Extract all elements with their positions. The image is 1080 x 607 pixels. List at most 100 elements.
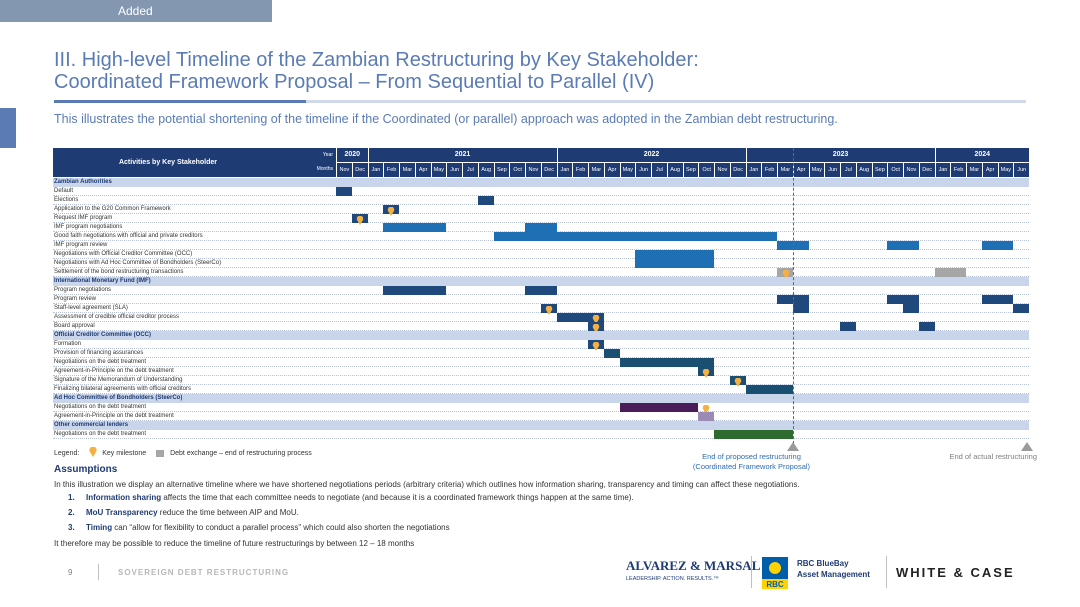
row-label: Agreement-in-Principle on the debt treat…: [54, 413, 174, 419]
legend-debt-exchange-swatch: [156, 449, 165, 457]
timeline-bar: [840, 322, 856, 331]
month-header: Sep: [493, 163, 510, 177]
month-header: Apr: [414, 163, 431, 177]
legend-debt-exchange-text: Debt exchange – end of restructuring pro…: [170, 449, 312, 457]
page-number: 9: [68, 568, 73, 577]
white-case-logo: WHITE & CASE: [896, 565, 1015, 580]
year-header: 2024: [934, 148, 1029, 162]
timeline-bar: [383, 286, 447, 295]
month-header: Feb: [950, 163, 966, 177]
month-header: Jul: [651, 163, 667, 177]
logo-divider: [886, 556, 887, 588]
timeline-bar: [336, 187, 352, 196]
rbc-mark: RBC: [766, 580, 784, 589]
month-header: Jan: [745, 163, 762, 177]
month-header: Jan: [934, 163, 951, 177]
activity-row: Assessment of credible official creditor…: [53, 311, 1029, 324]
added-tab: Added: [0, 0, 272, 22]
end-proposed-label: End of proposed restructuring (Coordinat…: [664, 452, 839, 472]
row-label: Default: [54, 188, 74, 194]
month-header: Aug: [477, 163, 494, 177]
section-header: Official Creditor Committee (OCC): [53, 331, 1029, 340]
month-header: Jun: [446, 163, 462, 177]
section-header: Ad Hoc Committee of Bondholders (SteerCo…: [53, 394, 1029, 403]
end-proposed-line-2: (Coordinated Framework Proposal): [692, 462, 811, 471]
activity-row: IMF program negotiations: [53, 223, 1029, 232]
timeline-bar: [477, 196, 494, 205]
timeline-bar: [698, 412, 714, 421]
row-label: Program negotiations: [54, 287, 112, 293]
month-header: Jan: [556, 163, 573, 177]
row-label: Elections: [54, 197, 79, 203]
milestone-icon: [387, 203, 395, 216]
month-header: Oct: [887, 163, 903, 177]
row-label: Staff-level agreement (SLA): [54, 305, 128, 311]
activity-row: Negotiations on the debt treatment: [53, 430, 1029, 439]
milestone-icon: [592, 311, 600, 324]
rbc-line-1: RBC BlueBay: [797, 559, 849, 568]
activity-row: Board approval: [53, 322, 1029, 333]
month-header: May: [997, 163, 1014, 177]
title-line-1: III. High-level Timeline of the Zambian …: [54, 49, 699, 71]
month-header: Jun: [1013, 163, 1029, 177]
title-rule: [54, 100, 1026, 103]
month-header: Oct: [698, 163, 714, 177]
row-label: Formation: [54, 341, 82, 347]
legend-milestone-icon: [89, 446, 97, 459]
row-label: Board approval: [54, 323, 95, 329]
timeline-bar: [525, 286, 557, 295]
row-label: Other commercial lenders: [54, 422, 129, 428]
assumption-item: 1. Information sharing affects the time t…: [68, 493, 634, 502]
activity-row: Formation: [53, 340, 1029, 351]
assumption-item: 2. MoU Transparency reduce the time betwe…: [68, 508, 299, 517]
month-header: Aug: [666, 163, 683, 177]
year-header: 2023: [745, 148, 935, 162]
milestone-icon: [782, 266, 790, 279]
row-label: Negotiations on the debt treatment: [54, 404, 147, 410]
timeline-bar: [619, 358, 714, 367]
assumptions-outro: It therefore may be possible to reduce t…: [54, 539, 415, 548]
row-label: Program review: [54, 296, 97, 302]
rbc-bluebay-logo-text: RBC BlueBay Asset Management: [797, 558, 870, 580]
month-header: Jul: [462, 163, 478, 177]
row-label: Agreement-in-Principle on the debt treat…: [54, 368, 174, 374]
timeline-bar: [635, 259, 714, 268]
end-actual-label: End of actual restructuring: [949, 452, 1037, 461]
year-header: 2020: [336, 148, 368, 162]
year-header: 2022: [556, 148, 746, 162]
activity-row: Staff-level agreement (SLA): [53, 302, 1029, 315]
activity-row: Provision of financing assurances: [53, 349, 1029, 358]
milestone-icon: [545, 302, 553, 315]
timeline-bar: [934, 268, 966, 277]
activity-row: Signature of the Memorandum of Understan…: [53, 376, 1029, 387]
footer-text: SOVEREIGN DEBT RESTRUCTURING: [118, 568, 290, 577]
activity-row: Agreement-in-Principle on the debt treat…: [53, 367, 1029, 378]
activity-row: Program review: [53, 295, 1029, 304]
activity-row: Negotiations with Official Creditor Comm…: [53, 250, 1029, 259]
month-header: Sep: [871, 163, 888, 177]
month-header: Aug: [855, 163, 872, 177]
footer-divider: [98, 564, 99, 580]
timeline-bar: [383, 223, 447, 232]
activity-row: Elections: [53, 196, 1029, 205]
month-header: Oct: [509, 163, 525, 177]
timeline-gantt: Activities by Key Stakeholder Year Month…: [53, 148, 1033, 451]
row-label: Negotiations on the debt treatment: [54, 359, 147, 365]
activity-row: Default: [53, 187, 1029, 196]
assumptions-heading: Assumptions: [54, 464, 118, 475]
row-label: Settlement of the bond restructuring tra…: [54, 269, 184, 275]
month-header: Dec: [729, 163, 746, 177]
logo-divider: [751, 556, 752, 588]
alvarez-marsal-logo: ALVAREZ & MARSAL LEADERSHIP. ACTION. RES…: [626, 558, 760, 582]
activity-row: Agreement-in-Principle on the debt treat…: [53, 412, 1029, 421]
month-header: Jun: [824, 163, 840, 177]
milestone-icon: [702, 401, 710, 414]
activity-row: Application to the G20 Common Framework: [53, 203, 1029, 216]
timeline-bar: [792, 304, 809, 313]
side-marker: [0, 108, 16, 148]
row-label: Official Creditor Committee (OCC): [54, 332, 152, 338]
activity-row: Negotiations on the debt treatment: [53, 358, 1029, 367]
timeline-bar: [887, 295, 919, 304]
row-label: Negotiations on the debt treatment: [54, 431, 147, 437]
legend-milestone-text: Key milestone: [102, 449, 147, 457]
